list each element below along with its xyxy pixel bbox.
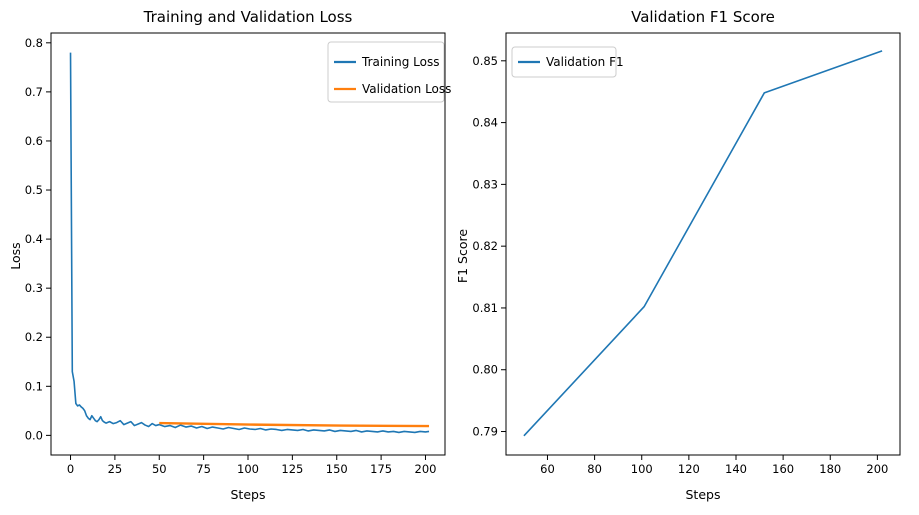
x-tick-label: 80 (587, 462, 602, 476)
x-tick-label: 75 (196, 462, 211, 476)
loss-chart-ticks: 0 25 50 75 100 125 150 175 200 0.0 0.1 0.2 0.3 0.4 0.5… (25, 36, 437, 476)
f1-chart-ylabel: F1 Score (455, 229, 470, 283)
y-tick-label: 0.85 (472, 54, 498, 68)
y-tick-label: 0.8 (25, 36, 43, 50)
loss-chart-frame (50, 32, 446, 456)
x-tick-label: 150 (326, 462, 348, 476)
f1-chart-ticks: 60 80 100 120 140 160 180 200 0.79 0.80 0.81 0.82 0.… (472, 54, 888, 476)
x-tick-label: 125 (281, 462, 303, 476)
legend-box (511, 46, 617, 78)
y-tick-label: 0.2 (25, 330, 43, 344)
y-tick-label: 0.82 (472, 239, 498, 253)
y-tick-label: 0.84 (472, 116, 498, 130)
series-line-validation-loss (159, 421, 430, 428)
f1-chart-title: Validation F1 Score (631, 8, 775, 26)
x-tick-label: 175 (370, 462, 392, 476)
x-tick-label: 25 (108, 462, 123, 476)
x-tick-label: 120 (678, 462, 700, 476)
y-tick-label: 0.81 (472, 301, 498, 315)
y-tick-label: 0.5 (25, 183, 43, 197)
f1-chart-legend: Validation F1 (511, 46, 624, 78)
y-tick-label: 0.7 (25, 85, 43, 99)
series-line-training-loss (69, 52, 430, 434)
x-tick-label: 140 (725, 462, 747, 476)
y-tick-label: 0.6 (25, 134, 43, 148)
x-tick-label: 160 (772, 462, 794, 476)
f1-chart-plot-area (523, 50, 883, 437)
y-tick-label: 0.0 (25, 428, 43, 442)
x-tick-label: 100 (237, 462, 259, 476)
x-tick-label: 200 (415, 462, 437, 476)
y-tick-label: 0.79 (472, 425, 498, 439)
legend-label-validation-loss: Validation Loss (362, 82, 451, 96)
x-tick-label: 60 (540, 462, 555, 476)
loss-chart: Training and Validation Loss Steps Loss … (8, 8, 451, 502)
y-tick-label: 0.3 (25, 281, 43, 295)
legend-label-validation-f1: Validation F1 (546, 55, 624, 69)
x-tick-label: 100 (631, 462, 653, 476)
x-tick-label: 180 (819, 462, 841, 476)
loss-chart-title: Training and Validation Loss (143, 8, 353, 26)
y-tick-label: 0.1 (25, 379, 43, 393)
legend-box (327, 41, 445, 103)
x-tick-label: 0 (67, 462, 74, 476)
x-tick-label: 50 (152, 462, 167, 476)
y-tick-label: 0.83 (472, 177, 498, 191)
y-tick-label: 0.4 (25, 232, 43, 246)
loss-chart-ylabel: Loss (8, 242, 23, 269)
loss-chart-plot-area (69, 52, 430, 434)
f1-chart-frame (505, 32, 901, 456)
loss-chart-legend: Training Loss Validation Loss (327, 41, 451, 103)
f1-chart-xlabel: Steps (686, 487, 721, 502)
x-tick-label: 200 (866, 462, 888, 476)
f1-chart: Validation F1 Score Steps F1 Score 60 80 1… (455, 8, 901, 502)
series-line-validation-f1 (523, 50, 883, 437)
y-tick-label: 0.80 (472, 363, 498, 377)
loss-chart-xlabel: Steps (231, 487, 266, 502)
legend-label-training-loss: Training Loss (361, 55, 439, 69)
